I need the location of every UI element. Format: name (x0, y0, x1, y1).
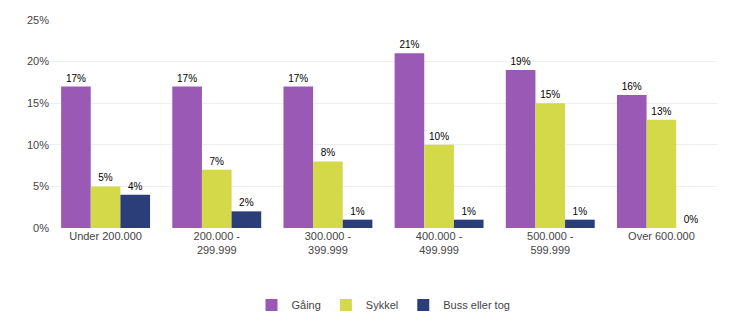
svg-text:1%: 1% (350, 206, 365, 217)
svg-text:Gåing: Gåing (292, 299, 321, 311)
svg-text:17%: 17% (66, 73, 86, 84)
svg-text:2%: 2% (239, 197, 254, 208)
svg-text:17%: 17% (177, 73, 197, 84)
svg-text:Sykkel: Sykkel (366, 299, 398, 311)
svg-text:17%: 17% (288, 73, 308, 84)
svg-text:20%: 20% (27, 55, 49, 67)
svg-text:Buss eller tog: Buss eller tog (443, 299, 510, 311)
svg-text:5%: 5% (98, 172, 113, 183)
svg-text:13%: 13% (651, 106, 671, 117)
svg-text:8%: 8% (321, 147, 336, 158)
svg-text:4%: 4% (128, 181, 143, 192)
svg-text:5%: 5% (33, 180, 49, 192)
svg-text:15%: 15% (27, 97, 49, 109)
svg-text:19%: 19% (511, 56, 531, 67)
svg-text:Under 200.000: Under 200.000 (69, 230, 142, 242)
svg-text:400.000 -499.999: 400.000 -499.999 (416, 230, 463, 256)
svg-text:Over 600.000: Over 600.000 (628, 230, 695, 242)
svg-text:10%: 10% (429, 131, 449, 142)
svg-text:7%: 7% (209, 156, 224, 167)
svg-text:1%: 1% (573, 206, 588, 217)
svg-text:500.000 -599.999: 500.000 -599.999 (527, 230, 574, 256)
svg-text:25%: 25% (27, 14, 49, 26)
svg-text:1%: 1% (461, 206, 476, 217)
svg-text:200.000 -299.999: 200.000 -299.999 (194, 230, 241, 256)
svg-text:0%: 0% (684, 214, 699, 225)
svg-text:21%: 21% (399, 39, 419, 50)
svg-text:15%: 15% (540, 89, 560, 100)
svg-text:300.000 -399.999: 300.000 -399.999 (305, 230, 352, 256)
svg-text:16%: 16% (622, 81, 642, 92)
svg-text:0%: 0% (33, 222, 49, 234)
svg-text:10%: 10% (27, 139, 49, 151)
